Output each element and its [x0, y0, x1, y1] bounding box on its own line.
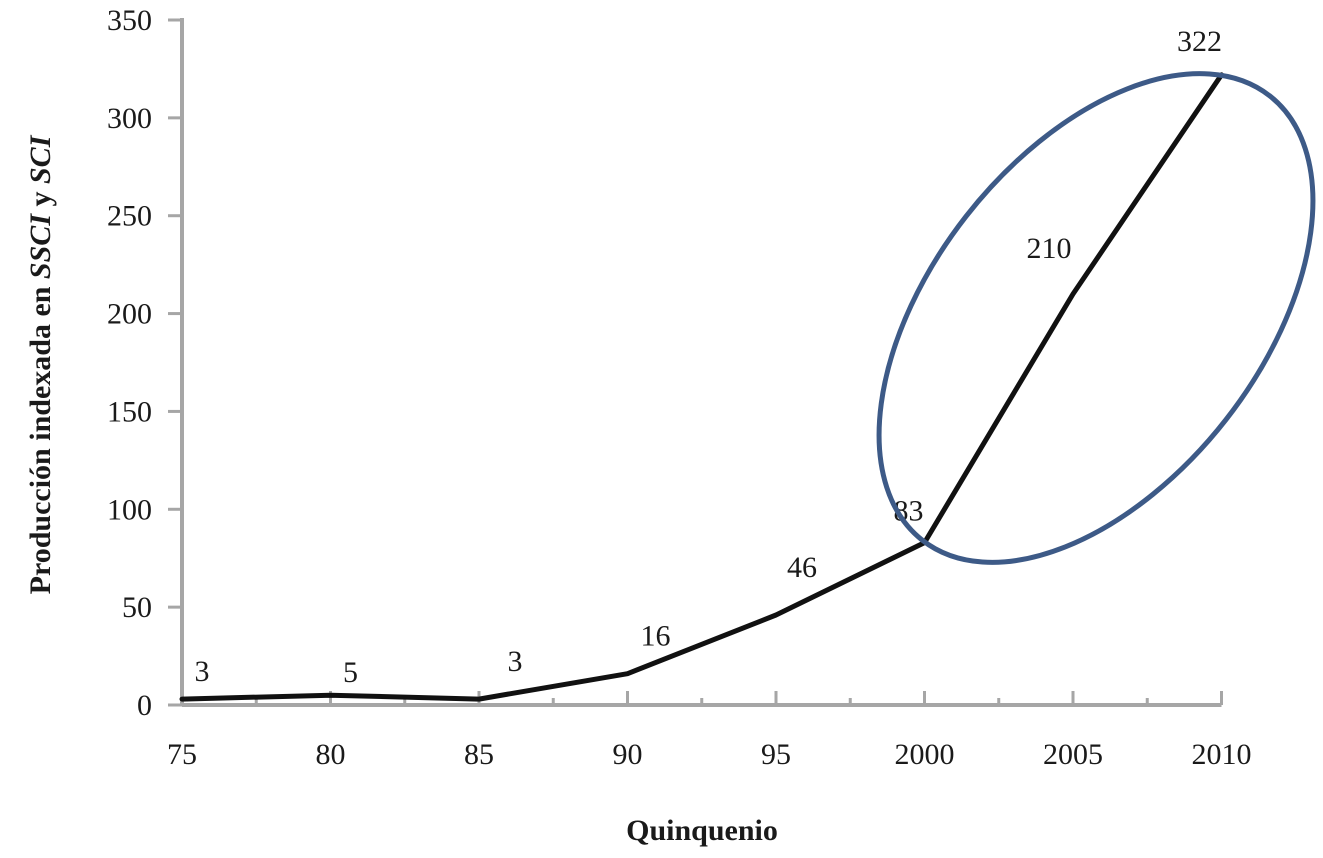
data-point-75 [180, 697, 184, 701]
x-axis-title: Quinquenio [626, 814, 778, 847]
y-tick-label-200: 200 [107, 298, 152, 331]
data-point-85 [477, 697, 481, 701]
y-tick-label-100: 100 [107, 493, 152, 526]
series-line-0 [179, 72, 1224, 702]
highlight-ellipse [876, 71, 1316, 565]
y-tick-label-50: 50 [122, 591, 152, 624]
y-axis-title-part4: SCI [24, 134, 57, 184]
data-point-2005 [1071, 292, 1075, 296]
y-axis-title-part1: Producción indexada en [24, 279, 57, 594]
tick-labels: 0 50 100 150 200 250 300 350 75 80 85 90 95 2000 2005 2… [107, 4, 1252, 771]
data-point-90 [626, 672, 629, 676]
data-point-95 [774, 613, 778, 617]
y-tick-label-0: 0 [137, 689, 152, 722]
y-tick-label-350: 350 [107, 4, 152, 37]
x-tick-label-80: 80 [316, 738, 346, 771]
y-tick-label-250: 250 [107, 200, 152, 233]
data-label-95: 46 [787, 551, 817, 584]
data-label-80: 5 [343, 656, 358, 689]
data-label-2005: 210 [1027, 232, 1072, 265]
data-label-2010: 322 [1177, 25, 1222, 58]
data-label-85: 3 [508, 645, 523, 678]
y-axis-title: Producción indexada en SSCI y SCI [24, 134, 57, 594]
y-axis-title-part2: SSCI [24, 213, 57, 279]
data-point-80 [329, 693, 332, 697]
annotations [876, 71, 1316, 565]
x-tick-label-2000: 2000 [895, 738, 955, 771]
y-tick-label-300: 300 [107, 102, 152, 135]
series [179, 72, 1224, 702]
x-tick-label-2010: 2010 [1192, 738, 1252, 771]
x-tick-label-90: 90 [613, 738, 643, 771]
y-tick-label-150: 150 [107, 395, 152, 428]
y-axis-title-part3: y [24, 184, 57, 214]
x-tick-label-2005: 2005 [1043, 738, 1103, 771]
data-label-90: 16 [641, 620, 671, 653]
x-tick-label-95: 95 [761, 738, 791, 771]
x-tick-label-75: 75 [167, 738, 197, 771]
data-label-75: 3 [195, 655, 210, 688]
x-tick-label-85: 85 [464, 738, 494, 771]
